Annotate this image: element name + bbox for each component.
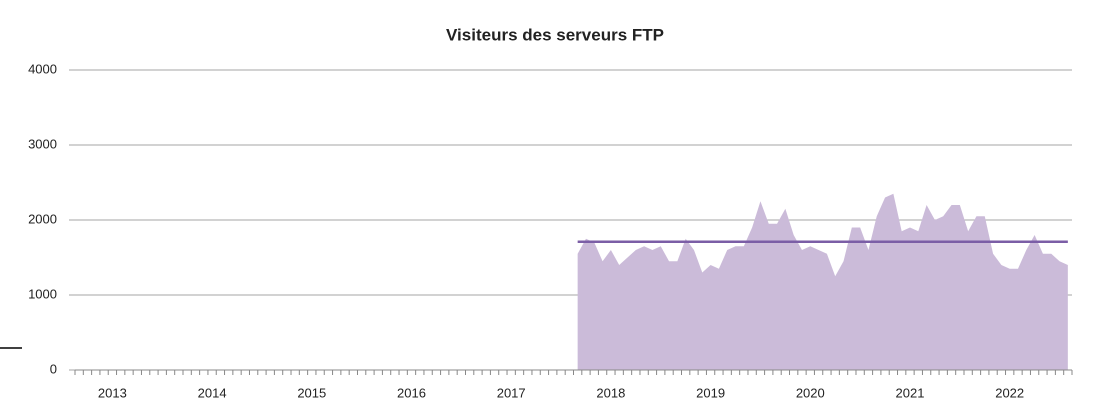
y-tick-label: 1000: [28, 286, 57, 301]
x-tick-label: 2021: [896, 385, 925, 400]
x-tick-label: 2019: [696, 385, 725, 400]
y-tick-label: 2000: [28, 211, 57, 226]
area: [577, 193, 1068, 370]
x-tick-label: 2014: [198, 385, 227, 400]
x-tick-label: 2016: [397, 385, 426, 400]
y-tick-label: 3000: [28, 136, 57, 151]
x-tick-label: 2017: [497, 385, 526, 400]
chart-title: Visiteurs des serveurs FTP: [446, 25, 664, 44]
x-tick-label: 2020: [796, 385, 825, 400]
y-tick-label: 0: [50, 361, 57, 376]
x-tick-label: 2018: [596, 385, 625, 400]
x-tick-label: 2022: [995, 385, 1024, 400]
y-tick-label: 4000: [28, 61, 57, 76]
x-tick-label: 2015: [297, 385, 326, 400]
x-tick-label: 2013: [98, 385, 127, 400]
